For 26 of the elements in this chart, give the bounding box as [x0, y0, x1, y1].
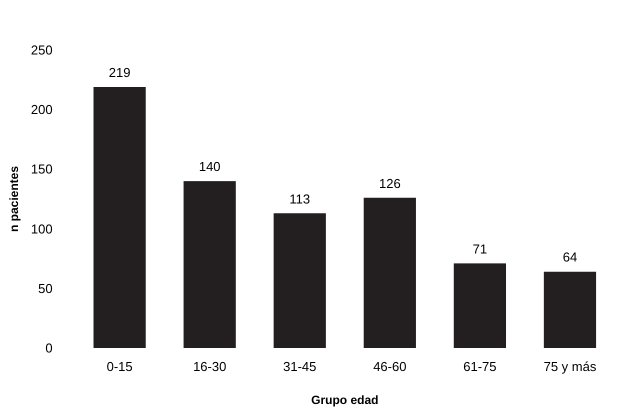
x-tick-label: 75 y más: [544, 359, 597, 374]
data-label: 113: [289, 191, 310, 206]
y-tick-label: 250: [30, 42, 53, 58]
data-label: 219: [108, 64, 130, 80]
y-axis-title: n pacientes: [7, 166, 21, 232]
y-tick-label: 200: [30, 102, 53, 118]
x-tick-label: 61-75: [463, 359, 497, 374]
x-axis-title: Grupo edad: [311, 393, 378, 407]
bar: [454, 263, 506, 348]
x-tick-label: 16-30: [193, 359, 226, 374]
y-tick-label: 150: [30, 162, 53, 177]
data-label: 140: [198, 159, 221, 174]
y-tick-label: 0: [45, 340, 53, 356]
data-label: 64: [562, 250, 578, 265]
y-tick-label: 50: [38, 280, 53, 296]
y-tick-label: 100: [30, 221, 53, 236]
x-tick-label: 46-60: [373, 359, 406, 374]
bar: [184, 181, 236, 348]
x-tick-label: 0-15: [106, 359, 133, 374]
data-label: 71: [472, 241, 488, 256]
data-label: 126: [378, 176, 401, 191]
bar: [544, 272, 596, 348]
bar: [94, 86, 146, 348]
bar: [364, 198, 416, 348]
x-tick-label: 31-45: [283, 359, 316, 374]
bar: [274, 213, 326, 348]
